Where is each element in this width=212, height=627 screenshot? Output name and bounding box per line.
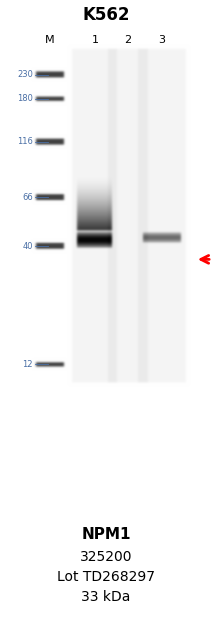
Text: 230: 230: [17, 70, 33, 79]
Text: 1: 1: [92, 35, 99, 45]
Text: Lot TD268297: Lot TD268297: [57, 571, 155, 584]
Text: K562: K562: [82, 6, 130, 24]
Text: 180: 180: [17, 94, 33, 103]
Text: 40: 40: [22, 242, 33, 251]
Text: 3: 3: [159, 35, 166, 45]
Text: M: M: [45, 35, 55, 45]
Text: 325200: 325200: [80, 551, 132, 564]
Text: 116: 116: [17, 137, 33, 146]
Text: 66: 66: [22, 192, 33, 202]
Text: 33 kDa: 33 kDa: [81, 591, 131, 604]
Text: 2: 2: [124, 35, 132, 45]
Text: NPM1: NPM1: [81, 527, 131, 542]
Text: 12: 12: [22, 360, 33, 369]
